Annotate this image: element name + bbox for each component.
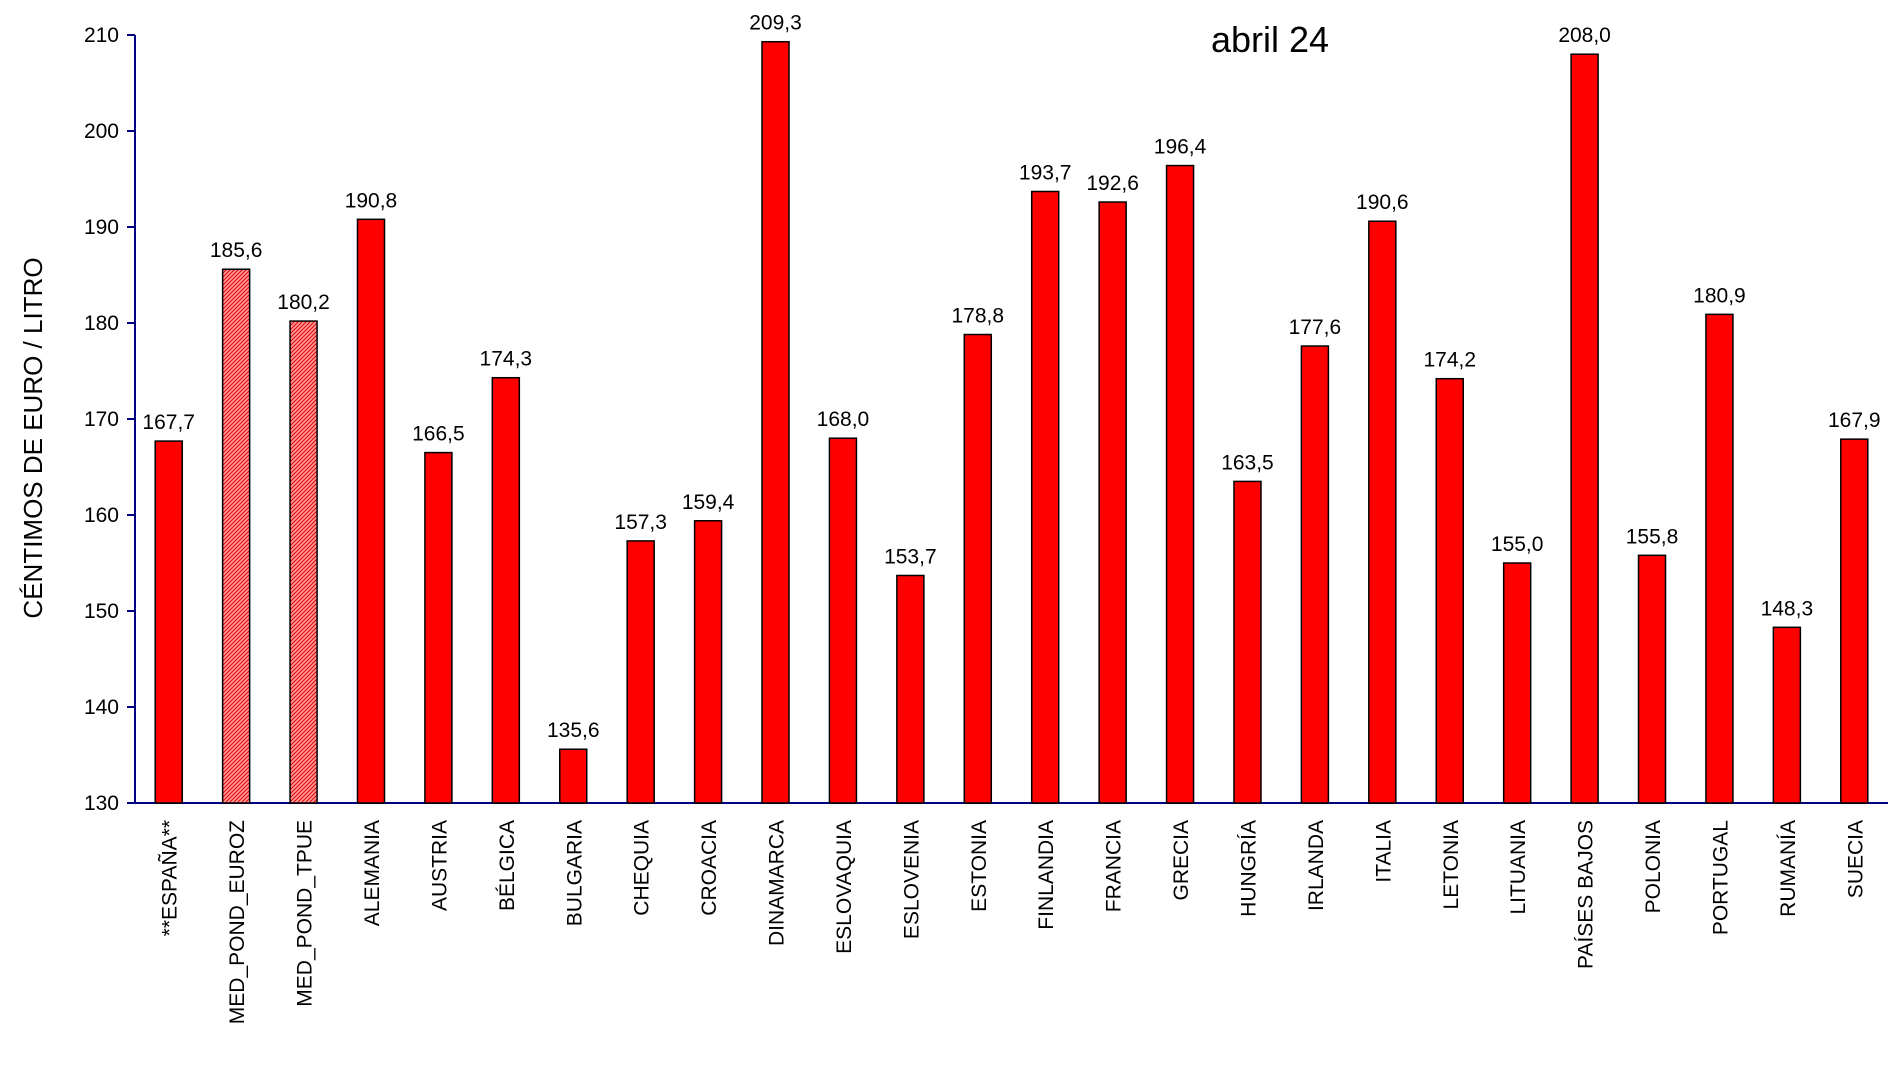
bar-2 bbox=[289, 320, 318, 804]
y-tick-label: 130 bbox=[84, 792, 119, 815]
y-tick-label: 150 bbox=[84, 600, 119, 623]
bar-21 bbox=[1570, 53, 1599, 804]
category-label-10: ESLOVAQUIA bbox=[833, 820, 856, 954]
data-label-25: 167,9 bbox=[1828, 409, 1881, 432]
bar-25 bbox=[1840, 438, 1869, 804]
category-label-11: ESLOVENIA bbox=[900, 820, 923, 939]
bar-19 bbox=[1435, 377, 1464, 804]
category-label-14: FRANCIA bbox=[1103, 820, 1126, 912]
bar-9 bbox=[761, 40, 790, 804]
data-label-17: 177,6 bbox=[1289, 316, 1342, 339]
category-label-15: GRECIA bbox=[1170, 820, 1193, 901]
data-label-19: 174,2 bbox=[1423, 349, 1476, 372]
y-tick-label: 200 bbox=[84, 120, 119, 143]
data-label-8: 159,4 bbox=[682, 491, 735, 514]
y-tick-label: 170 bbox=[84, 408, 119, 431]
bar-16 bbox=[1233, 480, 1262, 804]
category-label-6: BULGARIA bbox=[563, 820, 586, 926]
bar-11 bbox=[896, 574, 925, 804]
y-tick-label: 190 bbox=[84, 216, 119, 239]
data-label-23: 180,9 bbox=[1693, 284, 1746, 307]
bar-14 bbox=[1098, 201, 1127, 804]
bar-18 bbox=[1368, 220, 1397, 804]
plot-area: 130 140 150 160 170 180 190 200 210 167,7 **ESPAÑA… bbox=[84, 12, 1888, 1024]
data-label-2: 180,2 bbox=[277, 291, 330, 314]
category-label-21: PAÍSES BAJOS bbox=[1575, 820, 1598, 969]
data-label-7: 157,3 bbox=[614, 511, 667, 534]
bar-13 bbox=[1030, 190, 1060, 804]
y-tick-label: 160 bbox=[84, 504, 119, 527]
category-label-0: **ESPAÑA** bbox=[158, 820, 182, 936]
data-label-1: 185,6 bbox=[210, 239, 263, 262]
data-label-10: 168,0 bbox=[817, 408, 870, 431]
category-label-20: LITUANIA bbox=[1507, 820, 1530, 915]
category-label-1: MED_POND_EUROZ bbox=[226, 820, 249, 1024]
data-label-11: 153,7 bbox=[884, 545, 937, 568]
bar-5 bbox=[491, 376, 521, 804]
category-label-18: ITALIA bbox=[1372, 820, 1395, 883]
y-tick-label: 140 bbox=[84, 696, 119, 719]
category-label-13: FINLANDIA bbox=[1035, 820, 1058, 930]
category-label-16: HUNGRÍA bbox=[1237, 820, 1260, 917]
category-label-17: IRLANDA bbox=[1305, 820, 1328, 911]
bar-3 bbox=[356, 218, 386, 804]
data-label-6: 135,6 bbox=[547, 719, 600, 742]
data-label-14: 192,6 bbox=[1086, 172, 1139, 195]
category-label-5: BÉLGICA bbox=[496, 820, 519, 911]
category-label-23: PORTUGAL bbox=[1709, 820, 1732, 935]
data-label-9: 209,3 bbox=[749, 12, 802, 35]
chart-title: abril 24 bbox=[1211, 19, 1329, 60]
data-label-21: 208,0 bbox=[1558, 24, 1611, 47]
bar-8 bbox=[693, 520, 723, 804]
data-label-5: 174,3 bbox=[480, 348, 533, 371]
bar-10 bbox=[828, 437, 858, 804]
y-tick-label: 180 bbox=[84, 312, 119, 335]
category-label-19: LETONIA bbox=[1440, 820, 1463, 909]
bar-23 bbox=[1705, 313, 1734, 804]
y-tick-label: 210 bbox=[84, 24, 119, 47]
category-label-7: CHEQUIA bbox=[631, 820, 654, 916]
bar-0 bbox=[154, 440, 183, 804]
data-label-4: 166,5 bbox=[412, 423, 465, 446]
data-label-20: 155,0 bbox=[1491, 533, 1544, 556]
data-label-3: 190,8 bbox=[345, 189, 398, 212]
data-label-0: 167,7 bbox=[142, 411, 195, 434]
bar-22 bbox=[1637, 554, 1667, 804]
category-label-9: DINAMARCA bbox=[766, 820, 789, 946]
bar-24 bbox=[1772, 626, 1802, 804]
data-label-15: 196,4 bbox=[1154, 136, 1207, 159]
bar-12 bbox=[963, 333, 993, 804]
bar-4 bbox=[424, 451, 453, 804]
bar-15 bbox=[1165, 164, 1195, 804]
category-label-3: ALEMANIA bbox=[361, 820, 384, 926]
data-label-22: 155,8 bbox=[1626, 525, 1679, 548]
data-label-18: 190,6 bbox=[1356, 191, 1409, 214]
y-axis-label: CÉNTIMOS DE EURO / LITRO bbox=[18, 257, 48, 618]
category-label-24: RUMANÍA bbox=[1777, 820, 1800, 917]
category-label-4: AUSTRIA bbox=[428, 820, 451, 911]
bar-17 bbox=[1300, 345, 1330, 804]
bar-1 bbox=[221, 268, 251, 804]
category-label-2: MED_POND_TPUE bbox=[294, 820, 317, 1007]
category-label-12: ESTONIA bbox=[968, 820, 991, 912]
data-label-24: 148,3 bbox=[1761, 597, 1814, 620]
data-label-13: 193,7 bbox=[1019, 161, 1072, 184]
category-label-25: SUECIA bbox=[1844, 820, 1867, 898]
bar-6 bbox=[559, 748, 588, 804]
bar-20 bbox=[1502, 562, 1532, 804]
data-label-12: 178,8 bbox=[952, 305, 1005, 328]
category-label-8: CROACIA bbox=[698, 820, 721, 916]
data-label-16: 163,5 bbox=[1221, 451, 1274, 474]
category-label-22: POLONIA bbox=[1642, 820, 1665, 913]
bar-7 bbox=[626, 540, 655, 804]
